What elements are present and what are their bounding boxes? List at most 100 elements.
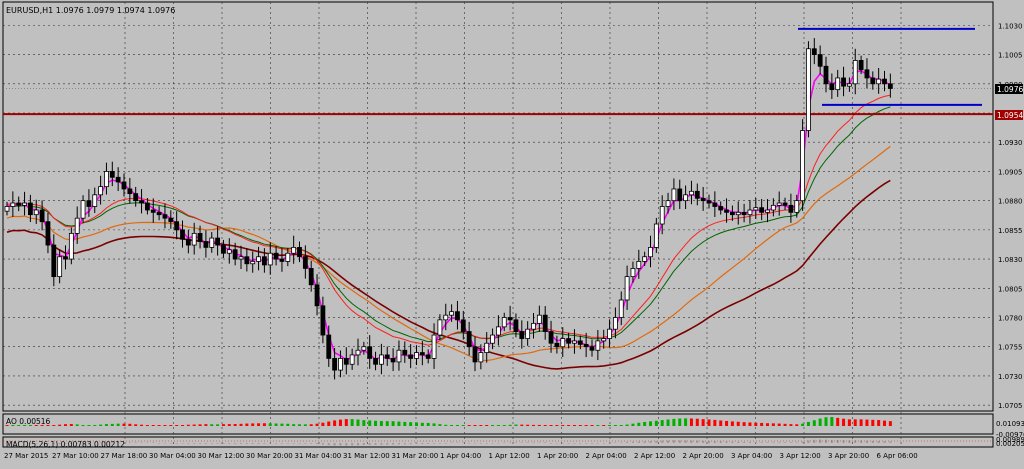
macd-bar xyxy=(23,442,26,443)
macd-bar xyxy=(386,443,389,445)
y-tick-label: 1.1005 xyxy=(998,52,1023,60)
ao-bar xyxy=(385,421,389,426)
candle-body xyxy=(297,246,302,258)
ao-bar xyxy=(695,418,699,426)
ao-bar xyxy=(34,425,38,426)
macd-bar xyxy=(421,443,424,444)
candle-body xyxy=(144,202,150,211)
candle-body xyxy=(817,54,823,67)
level-badge-text: 1.0954 xyxy=(997,111,1023,120)
ao-bar xyxy=(356,419,360,426)
candle-body xyxy=(226,249,232,254)
candle-body xyxy=(548,331,554,344)
candle-body xyxy=(308,268,314,286)
macd-bar xyxy=(889,441,892,443)
ao-bar xyxy=(561,425,565,426)
macd-bar xyxy=(602,443,605,444)
macd-bar xyxy=(860,440,863,443)
candle-body xyxy=(437,319,443,336)
candle-body xyxy=(191,232,197,246)
macd-bar xyxy=(117,442,120,443)
candle-body xyxy=(835,77,841,91)
candle-body xyxy=(554,342,560,348)
ao-bar xyxy=(227,424,231,426)
ao-bar xyxy=(789,424,793,426)
candle-body xyxy=(402,349,408,356)
ao-bar xyxy=(292,424,296,426)
candle-body xyxy=(384,354,390,359)
candle-body xyxy=(63,256,68,260)
macd-bar xyxy=(82,443,85,444)
macd-bar xyxy=(778,442,781,443)
ao-bar xyxy=(613,425,617,426)
candle-body xyxy=(501,317,507,328)
candle-body xyxy=(98,186,103,196)
macd-bar xyxy=(748,442,751,443)
macd-bar xyxy=(696,440,699,443)
ao-bar xyxy=(163,425,167,426)
candle-body xyxy=(589,346,595,351)
ao-bar xyxy=(175,425,179,426)
macd-bar xyxy=(58,443,61,445)
horizontal-levels[interactable] xyxy=(3,27,993,116)
candle-body xyxy=(326,334,332,359)
ao-bar xyxy=(801,423,805,426)
candle-body xyxy=(601,338,607,342)
ao-bar xyxy=(725,420,729,426)
macd-bar xyxy=(614,442,617,443)
candle-body xyxy=(314,284,320,307)
macd-bar xyxy=(146,442,149,443)
ao-bar xyxy=(362,420,366,426)
ao-bar xyxy=(572,425,576,426)
macd-bar xyxy=(479,443,482,444)
macd-bar xyxy=(708,440,710,443)
candle-body xyxy=(57,256,63,278)
ao-bar xyxy=(87,425,91,426)
macd-bar xyxy=(123,442,125,443)
ao-bar xyxy=(52,425,56,426)
x-tick-label: 27 Mar 2015 xyxy=(4,452,48,460)
macd-bar xyxy=(825,439,827,443)
macd-bar xyxy=(719,441,722,443)
candle-body xyxy=(735,211,741,216)
macd-bar xyxy=(403,443,406,445)
macd-bar xyxy=(760,442,763,443)
ao-bar xyxy=(736,421,740,426)
macd-bar xyxy=(883,441,886,443)
symbol-header: EURUSD,H1 1.0976 1.0979 1.0974 1.0976 xyxy=(6,6,175,15)
macd-bar xyxy=(649,441,652,443)
macd-bar xyxy=(6,442,8,443)
macd-bar xyxy=(292,443,295,444)
ao-bar xyxy=(309,424,313,426)
candle-body xyxy=(495,326,501,336)
ao-bar xyxy=(672,418,676,426)
x-tick-label: 2 Apr 04:00 xyxy=(586,452,627,460)
ao-bar xyxy=(526,424,530,426)
y-tick-label: 1.0830 xyxy=(998,256,1023,264)
ao-bar xyxy=(847,419,851,426)
ao-bar xyxy=(245,423,249,426)
macd-bar xyxy=(754,442,757,443)
macd-bar xyxy=(491,443,494,444)
candle-body xyxy=(390,358,396,363)
ao-bar xyxy=(543,425,547,426)
ao-bar xyxy=(128,423,132,426)
macd-bar xyxy=(251,443,254,444)
macd-bar xyxy=(737,441,740,443)
macd-bar xyxy=(304,443,307,444)
ao-bar xyxy=(602,425,606,426)
macd-bar xyxy=(409,443,412,445)
ao-bar xyxy=(701,419,705,426)
candle-body xyxy=(273,252,279,260)
macd-bar xyxy=(46,443,49,444)
level-badge: 1.0954 xyxy=(995,110,1023,120)
ao-bar xyxy=(315,423,319,426)
ao-bar xyxy=(754,422,758,426)
candle-body xyxy=(197,232,203,242)
y-tick-label: 1.0780 xyxy=(998,315,1023,323)
macd-label: MACD(5,26,1) 0.00783 0.00212 xyxy=(6,440,125,449)
macd-bar xyxy=(152,442,155,443)
